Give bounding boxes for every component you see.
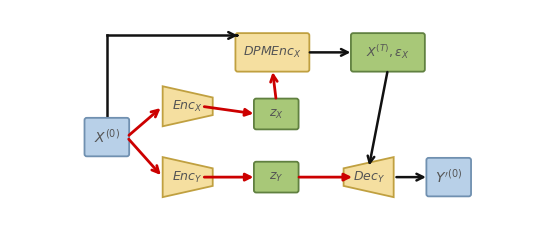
Text: $X^{(0)}$: $X^{(0)}$ [94, 128, 120, 146]
FancyBboxPatch shape [254, 99, 299, 129]
Text: $Y'^{(0)}$: $Y'^{(0)}$ [435, 168, 463, 186]
FancyBboxPatch shape [351, 33, 425, 72]
FancyBboxPatch shape [235, 33, 309, 72]
Text: $Dec_Y$: $Dec_Y$ [353, 170, 385, 185]
Text: $z_Y$: $z_Y$ [269, 171, 284, 184]
Text: $Enc_X$: $Enc_X$ [172, 99, 203, 114]
FancyBboxPatch shape [427, 158, 471, 196]
Polygon shape [162, 157, 213, 197]
Polygon shape [344, 157, 393, 197]
Text: $Enc_Y$: $Enc_Y$ [173, 170, 203, 185]
Text: $DPMEnc_X$: $DPMEnc_X$ [243, 45, 302, 60]
Text: $X^{(T)}, \epsilon_X$: $X^{(T)}, \epsilon_X$ [366, 43, 410, 61]
FancyBboxPatch shape [85, 118, 129, 156]
FancyBboxPatch shape [254, 162, 299, 193]
Text: $z_X$: $z_X$ [269, 107, 284, 121]
Polygon shape [162, 86, 213, 126]
